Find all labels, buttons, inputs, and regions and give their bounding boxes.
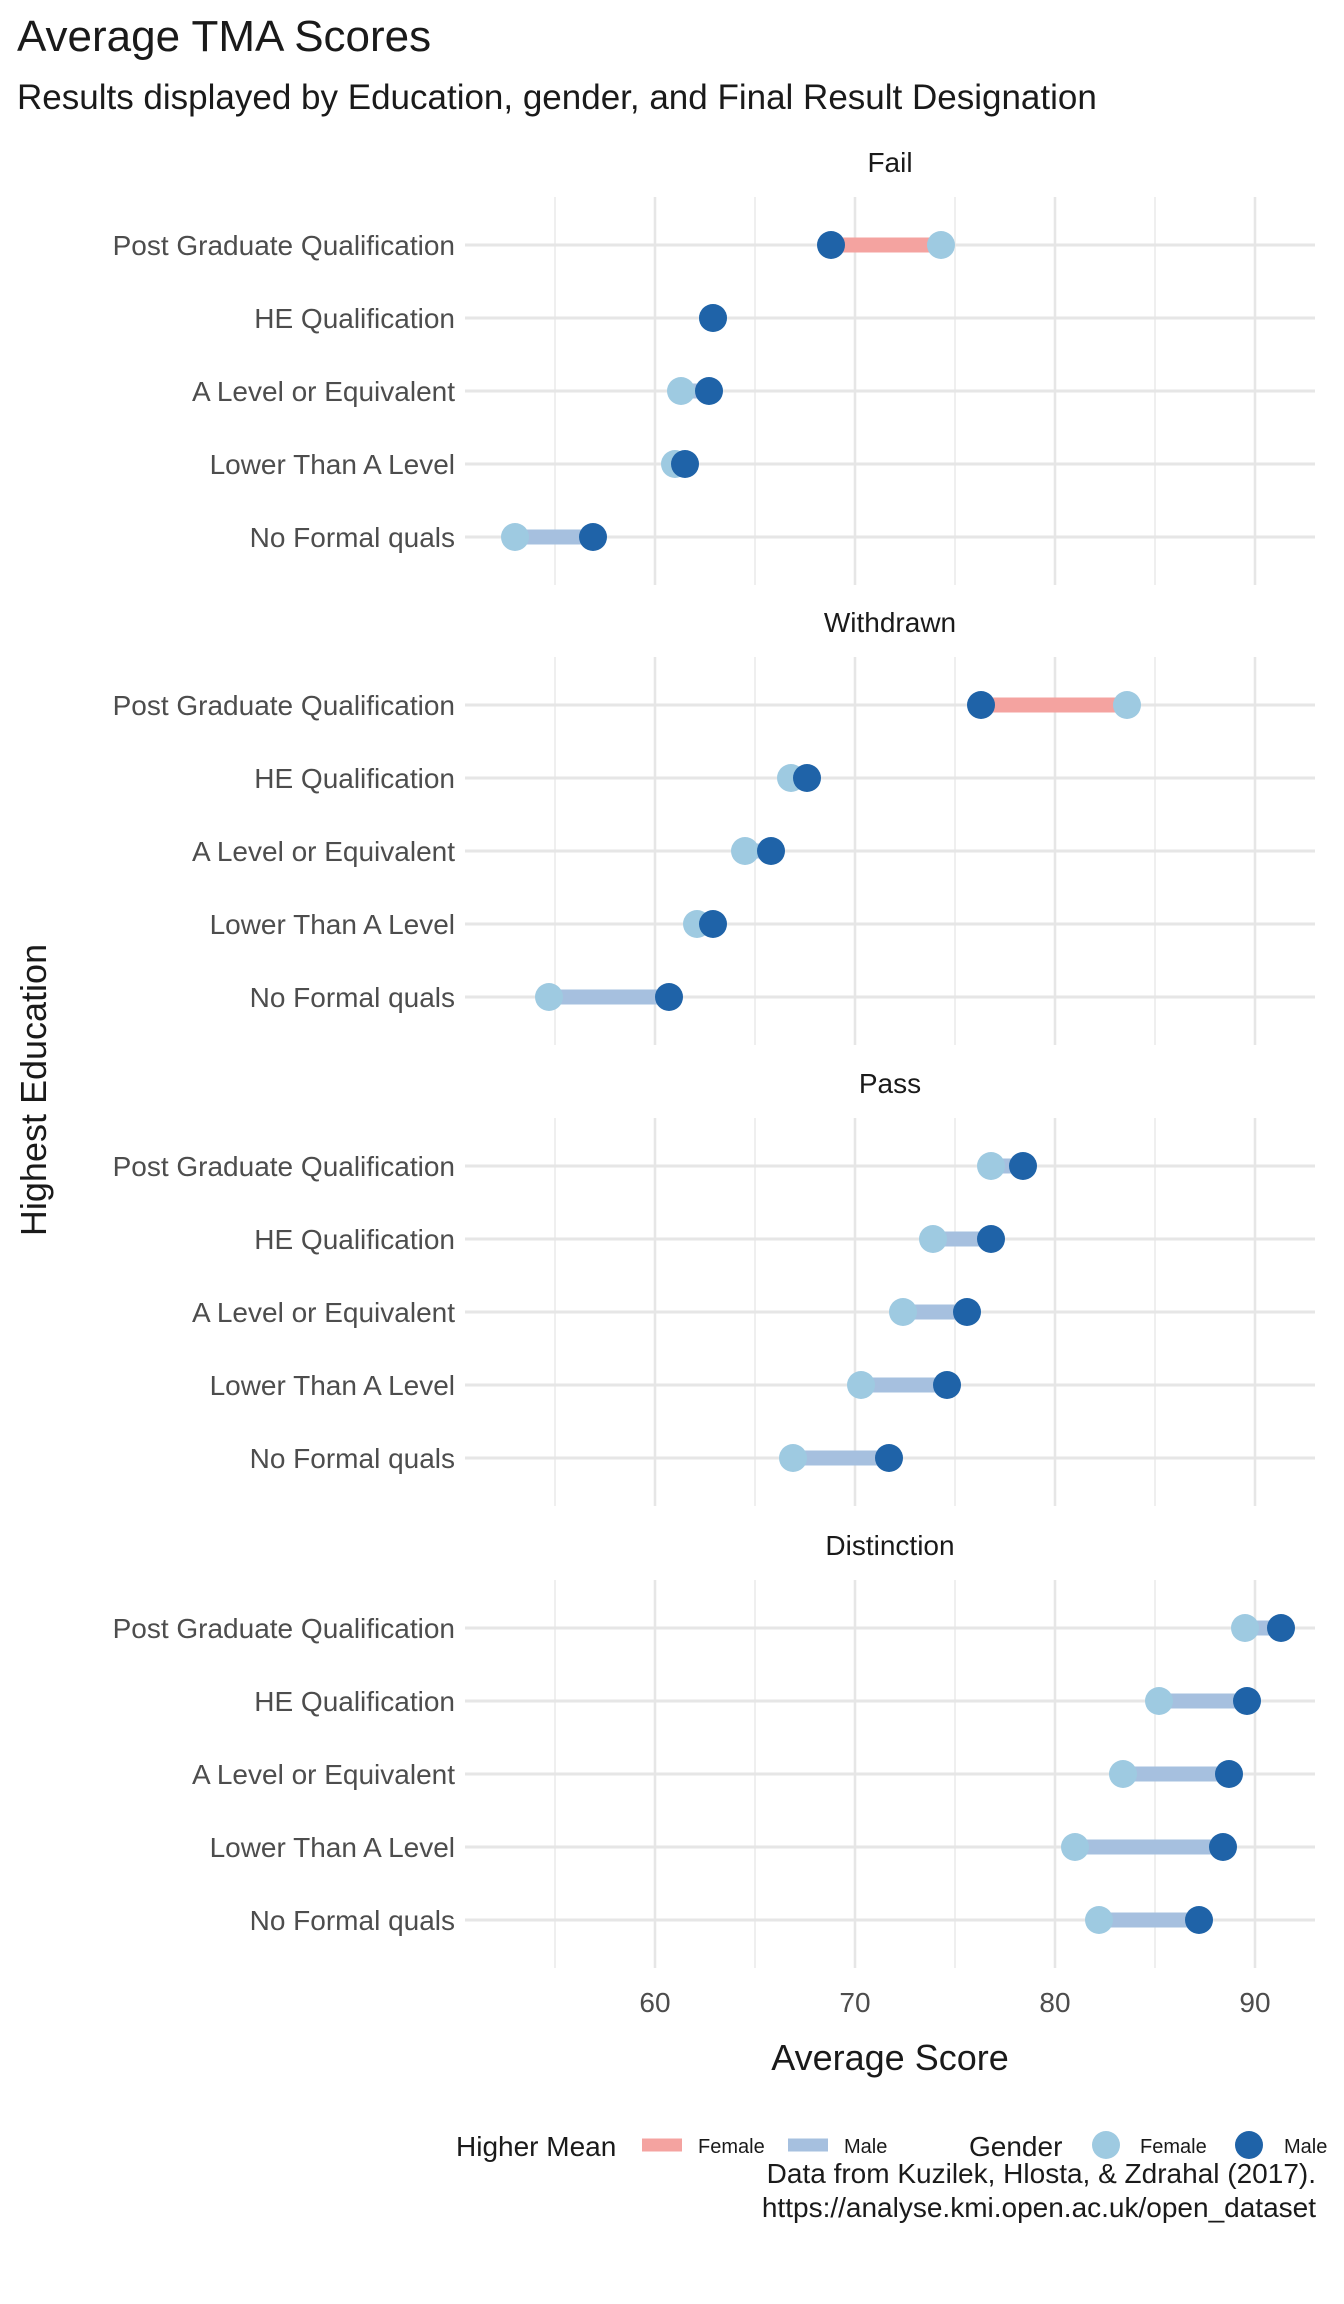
- male-point: [953, 1298, 981, 1326]
- x-tick-label: 90: [1239, 1987, 1270, 2018]
- category-tick-label: No Formal quals: [250, 522, 455, 553]
- legend-label-higher-female: Female: [698, 2136, 765, 2158]
- category-tick-label: HE Qualification: [254, 303, 455, 334]
- female-point: [667, 377, 695, 405]
- legend-swatch-male: [1235, 2131, 1263, 2159]
- female-point: [1113, 691, 1141, 719]
- panel-strip-label: Distinction: [825, 1530, 954, 1561]
- x-tick-label: 80: [1039, 1987, 1070, 2018]
- category-tick-label: No Formal quals: [250, 982, 455, 1013]
- category-tick-label: Post Graduate Qualification: [113, 1151, 455, 1182]
- male-point: [579, 523, 607, 551]
- male-point: [1185, 1906, 1213, 1934]
- male-point: [977, 1225, 1005, 1253]
- category-tick-label: Lower Than A Level: [210, 909, 455, 940]
- male-point: [1215, 1760, 1243, 1788]
- panel-strip-label: Fail: [867, 147, 912, 178]
- male-point: [875, 1444, 903, 1472]
- male-point: [671, 450, 699, 478]
- category-tick-label: No Formal quals: [250, 1905, 455, 1936]
- male-point: [699, 910, 727, 938]
- female-point: [847, 1371, 875, 1399]
- category-tick-label: A Level or Equivalent: [192, 376, 455, 407]
- category-tick-label: A Level or Equivalent: [192, 1297, 455, 1328]
- male-point: [699, 304, 727, 332]
- female-point: [927, 231, 955, 259]
- female-point: [889, 1298, 917, 1326]
- male-point: [655, 983, 683, 1011]
- chart-subtitle: Results displayed by Education, gender, …: [17, 78, 1097, 117]
- male-point: [695, 377, 723, 405]
- male-point: [933, 1371, 961, 1399]
- category-tick-label: Post Graduate Qualification: [113, 1613, 455, 1644]
- male-point: [1009, 1152, 1037, 1180]
- female-point: [535, 983, 563, 1011]
- category-tick-label: HE Qualification: [254, 1224, 455, 1255]
- female-point: [919, 1225, 947, 1253]
- category-tick-label: Lower Than A Level: [210, 1832, 455, 1863]
- legend-label-higher-male: Male: [844, 2136, 887, 2158]
- legend-label-female: Female: [1140, 2136, 1207, 2158]
- chart-title: Average TMA Scores: [17, 12, 432, 61]
- panel-strip-label: Withdrawn: [824, 607, 956, 638]
- y-axis-title: Highest Education: [13, 944, 54, 1236]
- male-point: [793, 764, 821, 792]
- female-point: [779, 1444, 807, 1472]
- female-point: [1109, 1760, 1137, 1788]
- male-point: [817, 231, 845, 259]
- category-tick-label: Lower Than A Level: [210, 449, 455, 480]
- category-tick-label: A Level or Equivalent: [192, 836, 455, 867]
- caption-line-2: https://analyse.kmi.open.ac.uk/open_data…: [761, 2192, 1316, 2223]
- female-point: [1061, 1833, 1089, 1861]
- legend-label-male: Male: [1284, 2136, 1327, 2158]
- caption-line-1: Data from Kuzilek, Hlosta, & Zdrahal (20…: [766, 2158, 1316, 2189]
- male-point: [1233, 1687, 1261, 1715]
- category-tick-label: A Level or Equivalent: [192, 1759, 455, 1790]
- male-point: [757, 837, 785, 865]
- category-tick-label: No Formal quals: [250, 1443, 455, 1474]
- category-tick-label: Post Graduate Qualification: [113, 230, 455, 261]
- female-point: [1231, 1614, 1259, 1642]
- male-point: [1209, 1833, 1237, 1861]
- female-point: [977, 1152, 1005, 1180]
- x-tick-label: 60: [639, 1987, 670, 2018]
- legend-title-higher-mean: Higher Mean: [456, 2131, 616, 2162]
- female-point: [731, 837, 759, 865]
- female-point: [1085, 1906, 1113, 1934]
- category-tick-label: HE Qualification: [254, 763, 455, 794]
- x-axis-title: Average Score: [771, 2037, 1008, 2078]
- legend-title-gender: Gender: [969, 2131, 1062, 2162]
- category-tick-label: Post Graduate Qualification: [113, 690, 455, 721]
- x-tick-label: 70: [839, 1987, 870, 2018]
- category-tick-label: HE Qualification: [254, 1686, 455, 1717]
- panel-strip-label: Pass: [859, 1068, 921, 1099]
- female-point: [1145, 1687, 1173, 1715]
- category-tick-label: Lower Than A Level: [210, 1370, 455, 1401]
- legend-swatch-female: [1092, 2131, 1120, 2159]
- male-point: [1267, 1614, 1295, 1642]
- male-point: [967, 691, 995, 719]
- female-point: [501, 523, 529, 551]
